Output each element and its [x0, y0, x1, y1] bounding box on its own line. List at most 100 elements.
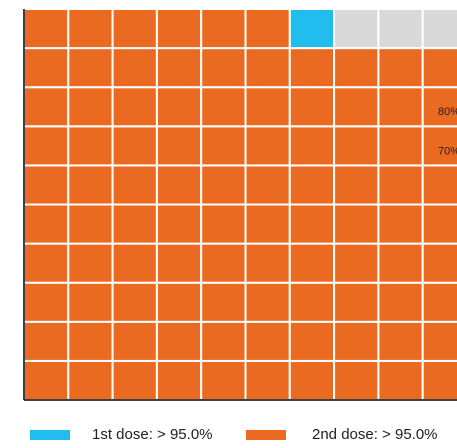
waffle-cell-2nd-dose: [111, 281, 158, 323]
waffle-cell-2nd-dose: [333, 47, 380, 89]
waffle-cell-2nd-dose: [333, 164, 380, 206]
waffle-cell-2nd-dose: [333, 203, 380, 245]
waffle-cell-2nd-dose: [333, 320, 380, 362]
waffle-cell-2nd-dose: [23, 359, 70, 401]
legend-label-1st-dose: 1st dose: > 95.0%: [92, 426, 213, 443]
waffle-cell-2nd-dose: [111, 203, 158, 245]
waffle-cell-2nd-dose: [288, 203, 336, 245]
waffle-cell-remaining: [377, 8, 424, 50]
annotation-label: 70%: [438, 145, 457, 157]
waffle-cell-2nd-dose: [200, 320, 247, 362]
threshold-annotations: 80% 70%: [438, 106, 457, 157]
waffle-cell-2nd-dose: [377, 125, 424, 167]
waffle-cell-2nd-dose: [23, 203, 70, 245]
waffle-cell-2nd-dose: [200, 125, 247, 167]
waffle-cell-2nd-dose: [333, 86, 380, 128]
waffle-cell-2nd-dose: [200, 164, 247, 206]
waffle-cell-2nd-dose: [333, 281, 380, 323]
waffle-cell-2nd-dose: [288, 164, 336, 206]
waffle-cell-2nd-dose: [200, 203, 247, 245]
waffle-cell-2nd-dose: [67, 281, 114, 323]
waffle-cell-2nd-dose: [67, 125, 114, 167]
waffle-cell-2nd-dose: [244, 203, 291, 245]
waffle-cell-2nd-dose: [333, 359, 380, 401]
waffle-cell-2nd-dose: [111, 86, 158, 128]
waffle-cell-2nd-dose: [244, 125, 291, 167]
waffle-cell-2nd-dose: [377, 203, 424, 245]
waffle-cell-2nd-dose: [377, 242, 424, 284]
waffle-cell-2nd-dose: [421, 125, 457, 167]
waffle-cell-2nd-dose: [23, 281, 70, 323]
waffle-cell-2nd-dose: [421, 242, 457, 284]
waffle-cell-2nd-dose: [200, 242, 247, 284]
waffle-cell-2nd-dose: [67, 164, 114, 206]
waffle-cell-2nd-dose: [288, 125, 336, 167]
waffle-cells: [23, 8, 457, 401]
waffle-cell-2nd-dose: [155, 164, 203, 206]
waffle-cell-2nd-dose: [155, 359, 203, 401]
waffle-cell-2nd-dose: [244, 359, 291, 401]
waffle-cell-2nd-dose: [155, 281, 203, 323]
waffle-cell-2nd-dose: [421, 359, 457, 401]
waffle-cell-2nd-dose: [200, 86, 247, 128]
waffle-cell-2nd-dose: [288, 281, 336, 323]
waffle-cell-2nd-dose: [111, 320, 158, 362]
waffle-cell-2nd-dose: [288, 359, 336, 401]
waffle-cell-2nd-dose: [421, 47, 457, 89]
waffle-cell-remaining: [333, 8, 380, 50]
waffle-cell-2nd-dose: [111, 164, 158, 206]
waffle-cell-2nd-dose: [333, 242, 380, 284]
waffle-cell-2nd-dose: [244, 86, 291, 128]
waffle-cell-2nd-dose: [333, 125, 380, 167]
waffle-cell-2nd-dose: [67, 8, 114, 50]
waffle-cell-2nd-dose: [155, 203, 203, 245]
waffle-cell-2nd-dose: [23, 320, 70, 362]
waffle-cell-2nd-dose: [67, 320, 114, 362]
waffle-cell-2nd-dose: [23, 86, 70, 128]
waffle-cell-2nd-dose: [421, 164, 457, 206]
waffle-cell-2nd-dose: [288, 242, 336, 284]
waffle-cell-remaining: [421, 8, 457, 50]
waffle-cell-2nd-dose: [421, 320, 457, 362]
waffle-cell-2nd-dose: [377, 86, 424, 128]
waffle-cell-2nd-dose: [23, 125, 70, 167]
waffle-cell-2nd-dose: [111, 125, 158, 167]
waffle-cell-2nd-dose: [421, 281, 457, 323]
waffle-cell-2nd-dose: [244, 47, 291, 89]
waffle-cell-2nd-dose: [200, 47, 247, 89]
waffle-cell-2nd-dose: [288, 86, 336, 128]
waffle-cell-1st-dose: [288, 8, 336, 50]
waffle-cell-2nd-dose: [200, 281, 247, 323]
waffle-cell-2nd-dose: [23, 242, 70, 284]
waffle-cell-2nd-dose: [23, 8, 70, 50]
waffle-cell-2nd-dose: [155, 8, 203, 50]
waffle-cell-2nd-dose: [67, 203, 114, 245]
waffle-cell-2nd-dose: [23, 47, 70, 89]
waffle-cell-2nd-dose: [377, 359, 424, 401]
waffle-cell-2nd-dose: [23, 164, 70, 206]
waffle-cell-2nd-dose: [288, 320, 336, 362]
waffle-cell-2nd-dose: [421, 86, 457, 128]
legend-swatch-1st-dose: [30, 430, 70, 440]
waffle-cell-2nd-dose: [421, 203, 457, 245]
waffle-cell-2nd-dose: [111, 8, 158, 50]
annotation-label: 80%: [438, 106, 457, 118]
waffle-cell-2nd-dose: [67, 242, 114, 284]
waffle-cell-2nd-dose: [288, 47, 336, 89]
waffle-cell-2nd-dose: [200, 359, 247, 401]
waffle-cell-2nd-dose: [155, 47, 203, 89]
waffle-cell-2nd-dose: [377, 47, 424, 89]
waffle-cell-2nd-dose: [244, 164, 291, 206]
waffle-cell-2nd-dose: [244, 281, 291, 323]
waffle-cell-2nd-dose: [155, 125, 203, 167]
legend-swatch-2nd-dose: [246, 430, 286, 440]
waffle-cell-2nd-dose: [111, 47, 158, 89]
waffle-cell-2nd-dose: [67, 86, 114, 128]
waffle-cell-2nd-dose: [67, 47, 114, 89]
waffle-cell-2nd-dose: [111, 242, 158, 284]
waffle-cell-2nd-dose: [67, 359, 114, 401]
waffle-cell-2nd-dose: [155, 86, 203, 128]
waffle-cell-2nd-dose: [244, 320, 291, 362]
legend-label-2nd-dose: 2nd dose: > 95.0%: [312, 426, 438, 443]
waffle-cell-2nd-dose: [244, 242, 291, 284]
